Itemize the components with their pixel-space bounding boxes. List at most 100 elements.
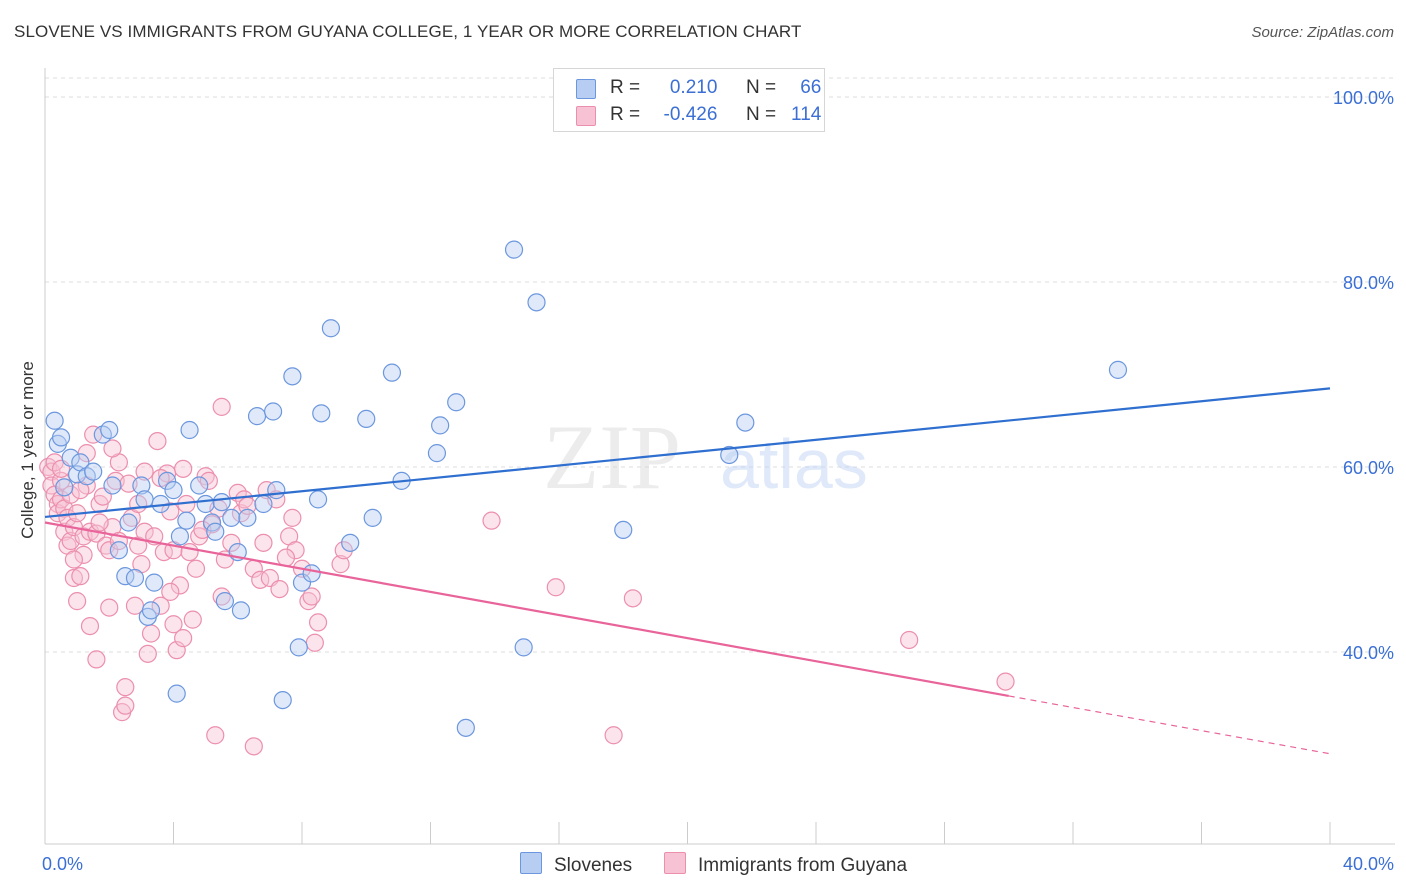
- slovenes-point: [736, 413, 755, 432]
- bottom-legend-guyana: Immigrants from Guyana: [664, 852, 907, 877]
- guyana-point: [900, 630, 919, 650]
- guyana-point: [64, 568, 84, 588]
- slovenes-point: [55, 478, 74, 497]
- slovenes-point: [456, 718, 475, 737]
- legend-r-label: R =: [610, 77, 641, 98]
- slovenes-point: [206, 522, 225, 541]
- guyana-point: [68, 592, 87, 611]
- slovenes-point: [109, 541, 128, 560]
- guyana-point: [996, 672, 1015, 691]
- slovenes-point: [357, 409, 376, 428]
- x-tick-label: 0.0%: [42, 854, 83, 874]
- guyana-point: [100, 541, 119, 560]
- slovenes-point: [283, 367, 302, 386]
- guyana-point: [199, 471, 218, 490]
- guyana-point: [135, 462, 154, 481]
- slovenes-point: [308, 490, 328, 509]
- slovenes-point: [263, 402, 283, 421]
- guyana-point: [180, 542, 199, 562]
- guyana-point: [286, 541, 305, 560]
- slovenes-point: [61, 448, 80, 467]
- guyana-point: [186, 559, 206, 578]
- guyana-point: [546, 578, 565, 597]
- series-guyana-points: [39, 397, 1015, 756]
- slovenes-point: [51, 428, 71, 447]
- slovenes-point: [103, 476, 122, 495]
- bottom-legend-label: Immigrants from Guyana: [698, 855, 908, 876]
- slovenes-point: [145, 573, 164, 592]
- slovenes-point: [614, 520, 633, 540]
- guyana-point: [103, 439, 122, 458]
- slovenes-point: [302, 564, 321, 583]
- watermark-zip: ZIP: [543, 406, 681, 508]
- slovenes-point: [363, 508, 382, 527]
- slovenes-point: [427, 444, 447, 463]
- legend-n-value: 66: [800, 77, 822, 98]
- trend-lines: [44, 387, 1331, 755]
- slovenes-point: [170, 527, 190, 546]
- guyana-point: [141, 624, 161, 643]
- legend-r-label: R =: [610, 104, 641, 125]
- slovenes-point: [504, 240, 524, 259]
- guyana-point: [116, 696, 135, 715]
- slovenes-point: [292, 573, 312, 592]
- guyana-point: [170, 576, 190, 595]
- legend-swatch-blue: [576, 79, 596, 99]
- correlation-legend: R = 0.210 N = 66 R = -0.426 N = 114: [553, 68, 825, 132]
- guyana-point: [206, 726, 225, 745]
- slovenes-point: [167, 684, 186, 703]
- legend-r-value: 0.210: [669, 77, 718, 98]
- legend-text: R = 0.210 N = 66: [610, 77, 821, 99]
- legend-n-label: N =: [745, 77, 777, 98]
- legend-swatch-pink: [576, 106, 596, 126]
- slovenes-point: [321, 319, 341, 338]
- legend-text: R = -0.426 N = 114: [610, 104, 821, 126]
- guyana-point: [604, 726, 623, 745]
- guyana-point: [161, 502, 180, 521]
- slovenes-point: [231, 601, 251, 620]
- slovenes-point: [196, 494, 215, 514]
- slovenes-point: [45, 411, 64, 430]
- slovenes-point: [164, 481, 183, 500]
- guyana-point: [138, 644, 157, 663]
- guyana-point: [270, 579, 289, 599]
- guyana-point: [164, 615, 183, 634]
- x-tick-label: 40.0%: [1343, 854, 1394, 874]
- trend-line-guyana-extension: [1008, 695, 1331, 755]
- slovenes-point: [238, 508, 257, 527]
- slovenes-point: [157, 471, 177, 490]
- guyana-point: [244, 737, 263, 756]
- guyana-point: [71, 567, 90, 586]
- trend-line-guyana: [44, 521, 1009, 698]
- slovenes-point: [720, 445, 739, 465]
- guyana-point: [183, 610, 202, 629]
- guyana-point: [305, 633, 324, 652]
- guyana-point: [331, 555, 350, 574]
- slovenes-point: [341, 533, 360, 552]
- guyana-point: [222, 533, 241, 552]
- legend-n-value: 114: [791, 104, 822, 125]
- legend-r-value: -0.426: [663, 104, 718, 125]
- guyana-point: [174, 459, 193, 478]
- bottom-legend-label: Slovenes: [554, 855, 633, 876]
- slovenes-point: [177, 511, 196, 530]
- slovenes-point: [527, 293, 546, 312]
- trend-line-slovenes: [44, 387, 1331, 519]
- slovenes-point: [215, 592, 234, 611]
- slovenes-point: [267, 481, 286, 500]
- slovenes-point: [84, 462, 103, 481]
- guyana-point: [90, 513, 109, 532]
- guyana-point: [161, 582, 180, 601]
- guyana-point: [174, 629, 193, 648]
- guyana-point: [61, 485, 80, 504]
- y-tick-label: 100.0%: [1333, 88, 1394, 108]
- guyana-point: [283, 508, 302, 527]
- slovenes-point: [289, 638, 308, 657]
- guyana-point: [302, 587, 321, 606]
- slovenes-point: [247, 407, 267, 426]
- bottom-legend-swatch-pink: [664, 852, 686, 874]
- slovenes-point: [100, 420, 119, 440]
- guyana-point: [100, 598, 119, 617]
- slovenes-point: [212, 493, 231, 512]
